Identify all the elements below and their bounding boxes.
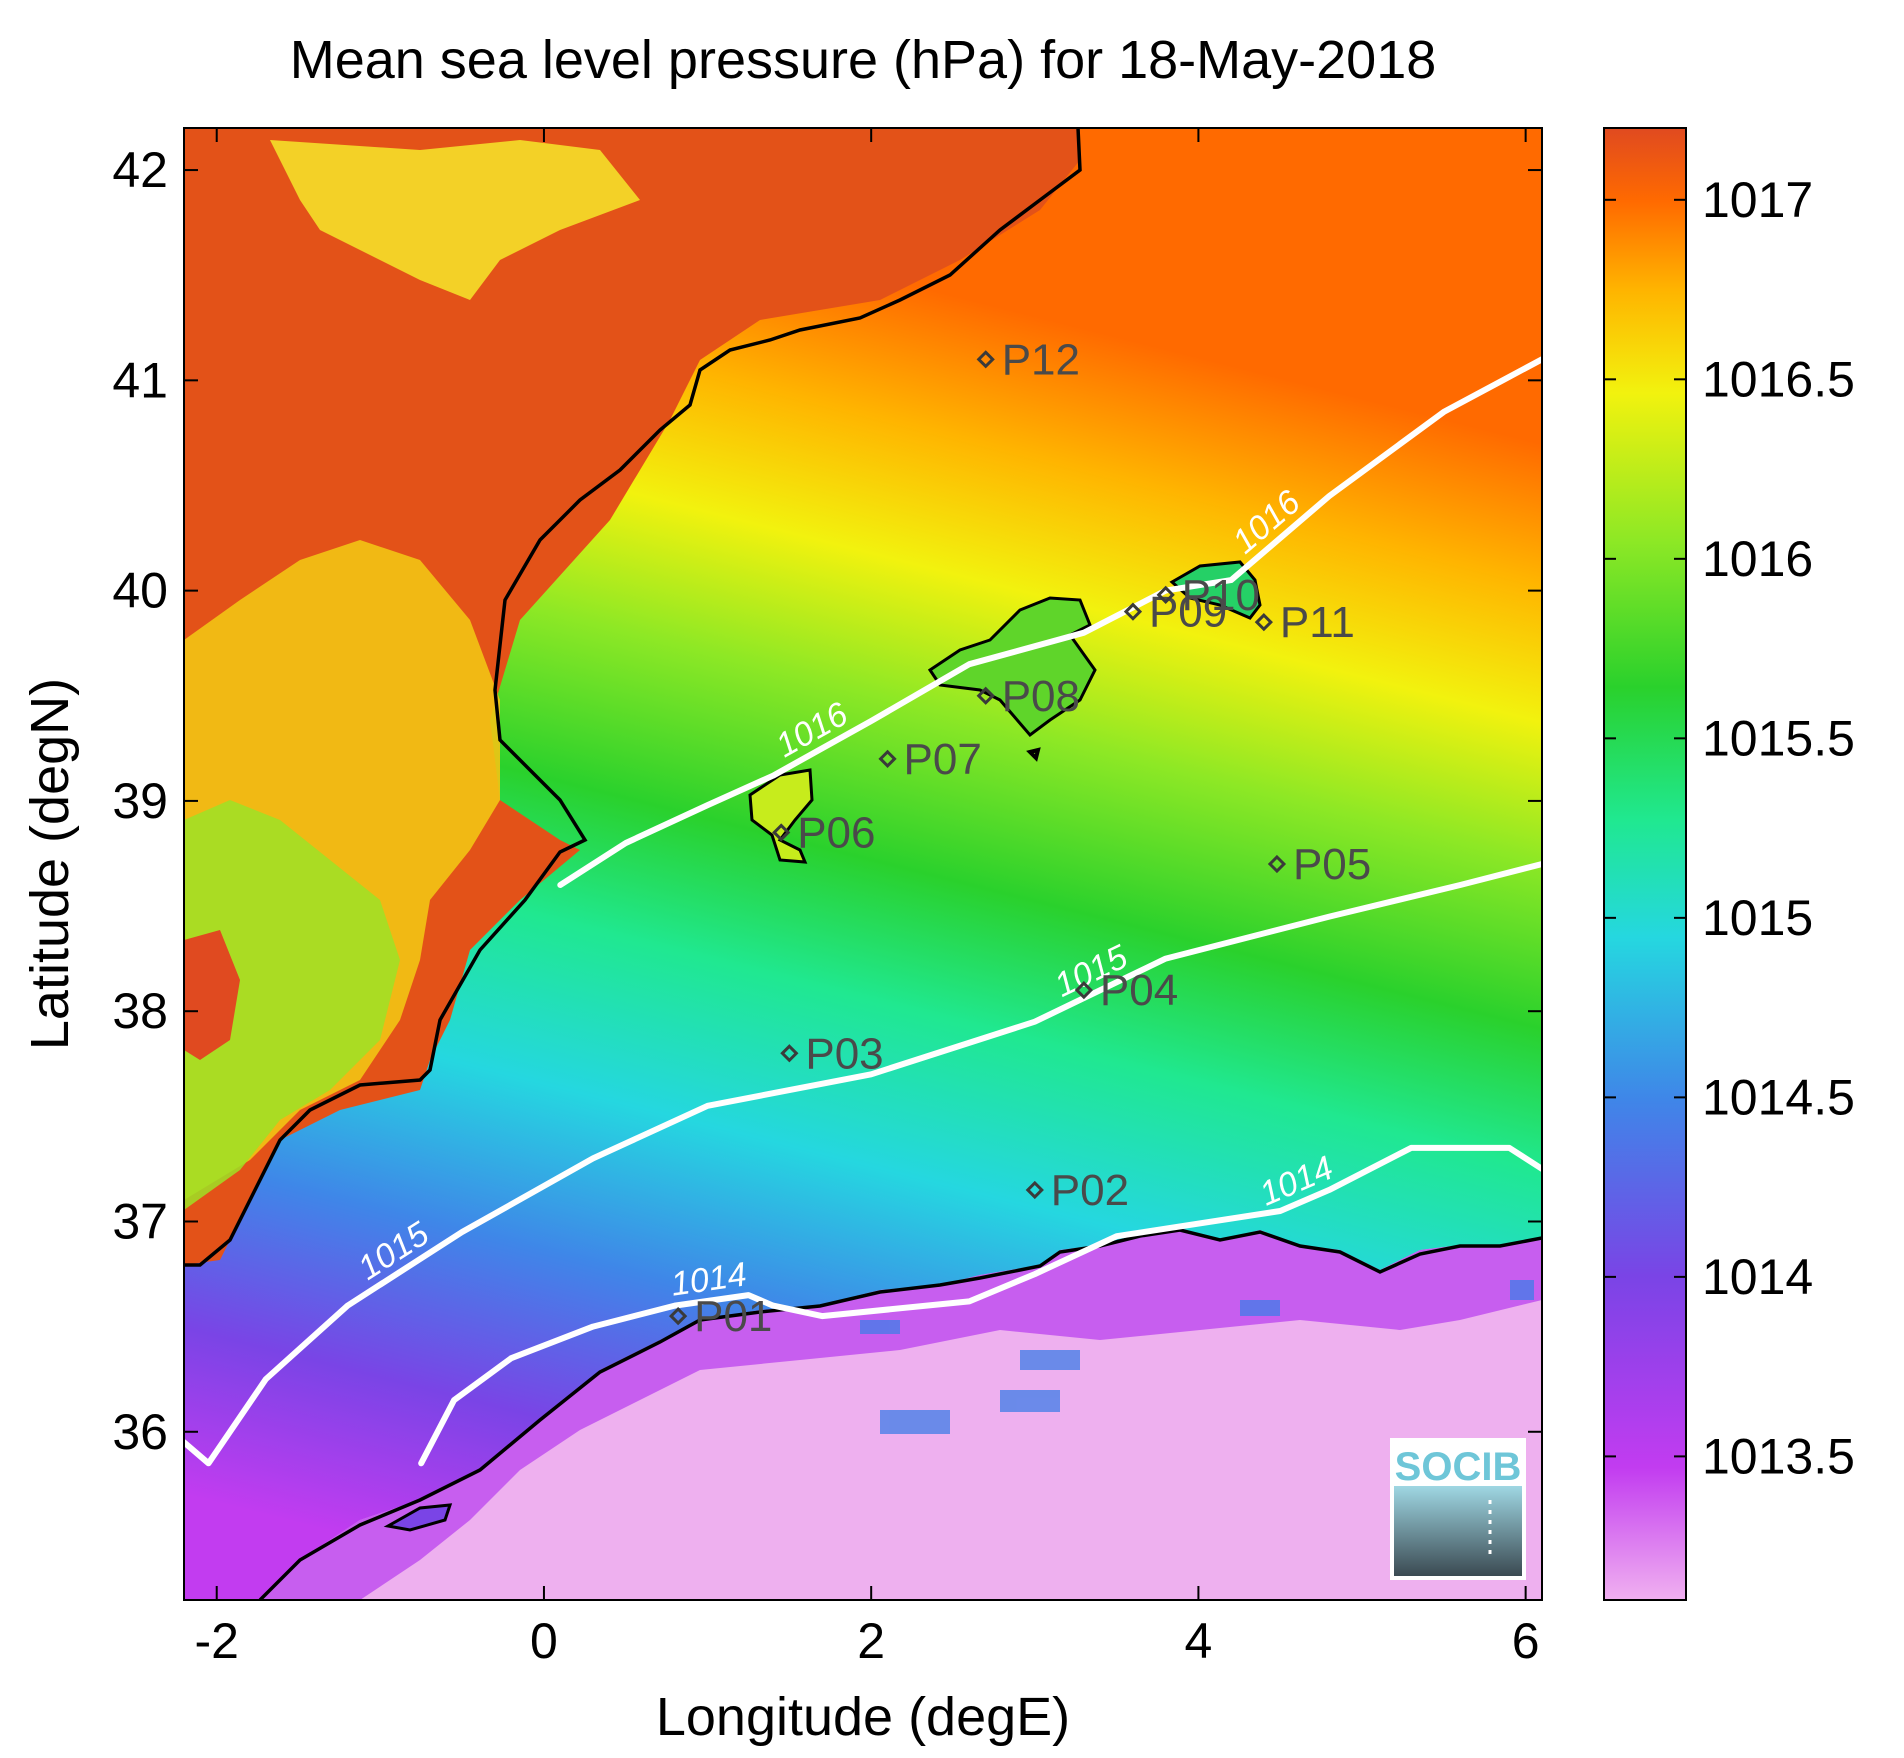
y-tick-label: 36 bbox=[112, 1404, 168, 1460]
station-label: P10 bbox=[1182, 571, 1260, 620]
station-marker bbox=[976, 686, 995, 705]
station-label: P03 bbox=[805, 1029, 883, 1078]
socib-logo: SOCIB bbox=[1390, 1438, 1526, 1580]
colorbar-tick-label: 1016 bbox=[1702, 531, 1813, 587]
africa-coastal-purple bbox=[260, 1228, 1542, 1600]
axes-frame bbox=[183, 127, 1543, 1601]
colorbar-tick-label: 1015 bbox=[1702, 890, 1813, 946]
station-label: P02 bbox=[1051, 1166, 1129, 1215]
station-marker bbox=[780, 1044, 799, 1063]
station-marker bbox=[1156, 585, 1175, 604]
station-marker bbox=[668, 1306, 688, 1326]
y-tick-label: 39 bbox=[112, 773, 168, 829]
contour-line-1016 bbox=[557, 356, 1542, 888]
island-cabrera bbox=[1026, 747, 1041, 762]
colorbar-tick-label: 1016.5 bbox=[1702, 351, 1855, 407]
y-tick-label: 42 bbox=[112, 142, 168, 198]
y-axis-label: Latitude (degN) bbox=[20, 678, 80, 1050]
station-label: P12 bbox=[1002, 335, 1080, 384]
station-label: P01 bbox=[694, 1292, 772, 1341]
x-tick-label: 4 bbox=[1185, 1613, 1213, 1669]
station-marker bbox=[1254, 613, 1273, 632]
y-tick-label: 41 bbox=[112, 352, 168, 408]
station-marker bbox=[1074, 981, 1094, 1000]
station-marker bbox=[772, 823, 791, 842]
colorbar-tick-label: 1013.5 bbox=[1702, 1428, 1855, 1484]
station-label: P06 bbox=[797, 808, 875, 857]
station-label: P04 bbox=[1100, 966, 1178, 1015]
colorbar-tick-label: 1015.5 bbox=[1702, 710, 1855, 766]
x-axis-label: Longitude (degE) bbox=[656, 1687, 1070, 1747]
island-alboran bbox=[383, 1503, 453, 1532]
x-tick-label: 2 bbox=[857, 1613, 885, 1669]
station-marker bbox=[878, 749, 897, 768]
island-ibiza bbox=[748, 768, 814, 864]
x-tick-label: 6 bbox=[1512, 1613, 1540, 1669]
colorbar-ticks: 1013.5 1014 1014.5 1015 1015.5 1016 1016.5 1017 bbox=[1604, 172, 1855, 1484]
x-tick-label: 0 bbox=[530, 1613, 558, 1669]
y-tick-label: 37 bbox=[112, 1193, 168, 1249]
station-marker bbox=[976, 350, 995, 369]
station-label: P09 bbox=[1149, 588, 1227, 637]
x-tick-label: -2 bbox=[194, 1613, 238, 1669]
station-label: P11 bbox=[1280, 598, 1355, 647]
socib-logo-text: SOCIB bbox=[1395, 1445, 1522, 1489]
chart-title: Mean sea level pressure (hPa) for 18-May… bbox=[290, 30, 1437, 90]
station-label: P05 bbox=[1293, 840, 1371, 889]
iberia-land-plateau bbox=[270, 140, 640, 300]
station-marker bbox=[1123, 602, 1143, 621]
contour-line-1014 bbox=[418, 1144, 1542, 1467]
station-marker bbox=[1025, 1180, 1044, 1200]
colorbar-tick-label: 1014 bbox=[1702, 1249, 1813, 1305]
colorbar-tick-label: 1014.5 bbox=[1702, 1069, 1855, 1125]
iberia-land-red-patch bbox=[184, 930, 240, 1060]
iberia-coastline bbox=[184, 128, 1082, 1267]
colorbar-gradient bbox=[1603, 127, 1687, 1601]
colorbar-tick-label: 1017 bbox=[1702, 172, 1813, 228]
station-label: P07 bbox=[904, 735, 982, 784]
station-marker bbox=[1267, 854, 1287, 874]
iberia-land-lowland bbox=[184, 800, 400, 1210]
contour-line-1015 bbox=[184, 861, 1542, 1467]
africa-coastline bbox=[258, 1228, 1542, 1600]
africa-blue-patches bbox=[860, 1280, 1534, 1434]
y-tick-label: 40 bbox=[112, 563, 168, 619]
station-label: P08 bbox=[1002, 672, 1080, 721]
x-axis-ticks: -2 0 2 4 6 bbox=[194, 128, 1540, 1669]
colorbar: 1013.5 1014 1014.5 1015 1015.5 1016 1016.5 1017 bbox=[1603, 127, 1855, 1601]
y-axis-ticks: 36 37 38 39 40 41 42 bbox=[112, 142, 1542, 1460]
y-tick-label: 38 bbox=[112, 983, 168, 1039]
